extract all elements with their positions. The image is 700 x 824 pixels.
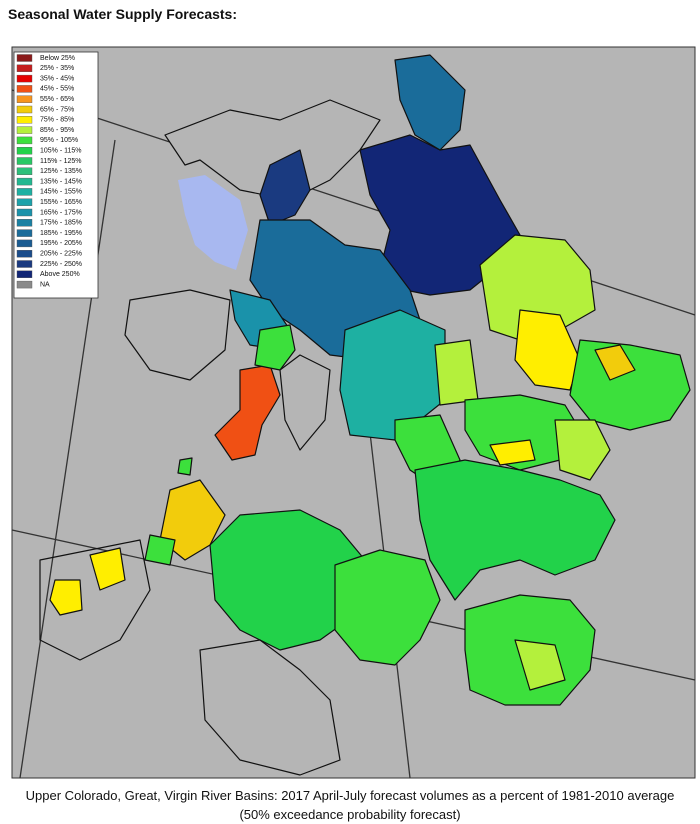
legend-swatch — [16, 116, 33, 124]
legend-label: 105% - 115% — [40, 148, 82, 155]
legend-swatch — [16, 239, 33, 248]
legend-swatch — [16, 136, 33, 145]
legend-swatch — [16, 198, 33, 206]
legend-swatch — [16, 229, 33, 237]
legend-swatch — [16, 219, 33, 227]
legend-swatch — [16, 280, 33, 289]
legend-label: 225% - 250% — [40, 261, 82, 268]
legend-label: 35% - 45% — [40, 75, 74, 82]
legend-label: 195% - 205% — [40, 240, 82, 247]
basins — [39, 54, 691, 776]
legend-swatch — [16, 105, 33, 114]
legend-label: 155% - 165% — [40, 199, 82, 206]
legend-swatch — [16, 74, 33, 83]
legend-label: 185% - 195% — [40, 230, 82, 237]
legend-swatch — [16, 208, 33, 217]
legend-label: 135% - 145% — [40, 178, 82, 185]
legend-swatch — [16, 188, 33, 196]
page-title: Seasonal Water Supply Forecasts: — [8, 6, 237, 22]
legend-label: 115% - 125% — [40, 158, 82, 165]
legend-label: 25% - 35% — [40, 65, 74, 72]
legend-swatch — [16, 249, 33, 258]
legend-label: Below 25% — [40, 55, 75, 62]
caption-line: Upper Colorado, Great, Virgin River Basi… — [25, 788, 675, 803]
legend-label: 55% - 65% — [40, 96, 74, 103]
caption: Upper Colorado, Great, Virgin River Basi… — [0, 786, 700, 824]
legend-swatch — [16, 85, 33, 93]
legend-label: 45% - 55% — [40, 86, 74, 93]
caption-line: (50% exceedance probability forecast) — [239, 807, 461, 822]
legend-swatch — [16, 126, 33, 134]
legend-swatch — [16, 54, 33, 62]
legend-swatch — [16, 167, 33, 176]
legend-swatch — [16, 260, 33, 268]
legend-swatch — [16, 270, 33, 278]
legend: Below 25% 25% - 35% 35% - 45% 45% - 55% 55% … — [13, 51, 99, 299]
legend-label: 75% - 85% — [40, 117, 74, 124]
legend-swatch — [16, 157, 33, 165]
legend-swatch — [16, 177, 33, 186]
legend-label: NA — [40, 281, 50, 288]
legend-label: 85% - 95% — [40, 127, 74, 134]
legend-label: 175% - 185% — [40, 220, 82, 227]
legend-label: 95% - 105% — [40, 137, 78, 144]
legend-swatch — [16, 95, 33, 103]
legend-swatch — [16, 146, 33, 155]
legend-label: 165% - 175% — [40, 209, 82, 216]
legend-label: 205% - 225% — [40, 251, 82, 258]
legend-swatch — [16, 64, 33, 73]
legend-label: 125% - 135% — [40, 168, 82, 175]
legend-label: Above 250% — [40, 271, 80, 278]
legend-label: 145% - 155% — [40, 189, 82, 196]
legend-label: 65% - 75% — [40, 106, 74, 113]
